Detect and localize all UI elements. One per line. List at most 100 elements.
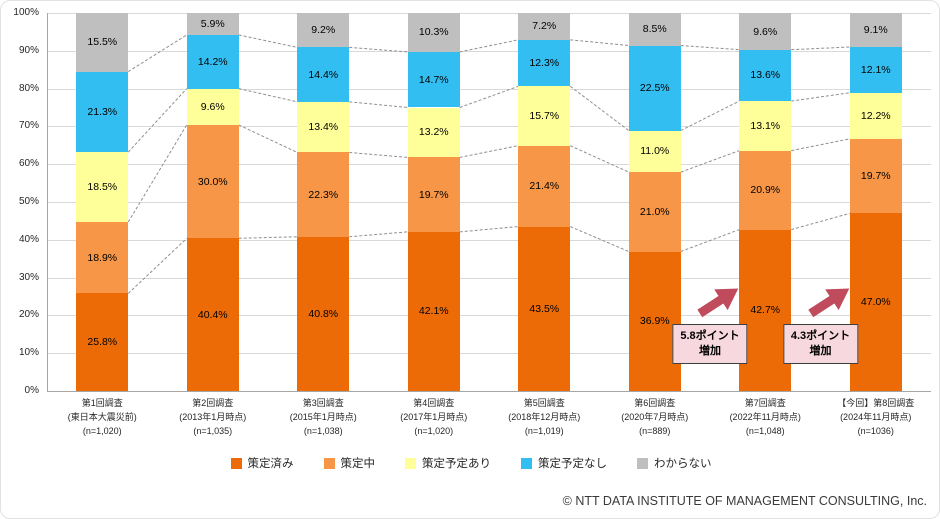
- annotation-line: 増加: [698, 345, 721, 357]
- bar-segment: 5.9%: [186, 12, 239, 35]
- legend-item: 策定中: [323, 455, 376, 471]
- bar-segment: 9.1%: [849, 12, 902, 47]
- segment-label: 12.3%: [529, 57, 560, 70]
- bar-segment: 14.4%: [297, 47, 350, 102]
- segment-label: 19.7%: [418, 188, 449, 201]
- bar-segment: 20.9%: [739, 150, 792, 230]
- x-label-line: 第5回調査: [523, 398, 565, 408]
- bar-segment: 18.9%: [76, 222, 129, 294]
- increase-arrow-icon: [692, 277, 746, 326]
- y-tick-label: 60%: [18, 158, 39, 170]
- bar-segment: 13.6%: [739, 49, 792, 102]
- x-category-label: 第6回調査 (2020年7月時点) (n=889): [600, 396, 711, 438]
- segment-label: 42.7%: [750, 304, 781, 317]
- bar-segment: 21.3%: [76, 71, 129, 153]
- segment-label: 25.8%: [87, 336, 118, 349]
- segment-label: 19.7%: [860, 170, 891, 183]
- segment-label: 13.4%: [308, 121, 339, 134]
- bar-segment: 7.2%: [518, 12, 571, 40]
- gridline: [47, 13, 931, 14]
- x-category-label: 【今回】第8回調査 (2024年11月時点) (n=1036): [821, 396, 932, 438]
- bar-segment: 42.7%: [739, 229, 792, 391]
- x-label-line: (2024年11月時点): [840, 412, 912, 422]
- y-tick-label: 20%: [18, 309, 39, 321]
- bar-segment: 12.1%: [849, 47, 902, 93]
- bar-segment: 25.8%: [76, 293, 129, 391]
- legend: 策定済み 策定中 策定予定あり 策定予定なし わからない: [1, 455, 939, 471]
- segment-label: 18.9%: [87, 251, 118, 264]
- bar-segment: 14.7%: [407, 51, 460, 108]
- x-label-line: 第2回調査: [192, 398, 234, 408]
- y-tick-label: 0%: [24, 385, 39, 396]
- segment-label: 22.5%: [639, 82, 670, 95]
- bar-segment: 14.2%: [186, 34, 239, 89]
- bar-segment: 40.8%: [297, 236, 350, 391]
- gridline: [47, 164, 931, 166]
- gridline: [47, 315, 931, 317]
- segment-label: 40.8%: [308, 307, 339, 320]
- legend-swatch: [637, 457, 648, 469]
- annotation-line: 増加: [809, 345, 832, 357]
- x-label-line: (2018年12月時点): [508, 412, 581, 422]
- legend-item: 策定予定あり: [405, 455, 491, 471]
- segment-label: 30.0%: [197, 175, 228, 188]
- bar-segment: 8.5%: [628, 13, 681, 46]
- bar-segment: 22.3%: [297, 152, 350, 237]
- segment-label: 15.5%: [87, 36, 118, 49]
- x-label-line: 第1回調査: [81, 398, 123, 408]
- gridline: [47, 391, 931, 392]
- bar-segment: 30.0%: [186, 124, 239, 239]
- annotation-box: 5.8ポイント 増加: [672, 324, 748, 364]
- x-label-line: (n=1,038): [303, 426, 343, 436]
- y-axis-line: [47, 13, 48, 391]
- segment-label: 47.0%: [860, 296, 891, 309]
- legend-item: 策定予定なし: [521, 455, 607, 471]
- x-category-label: 第1回調査 (東日本大震災前) (n=1,020): [47, 396, 158, 438]
- x-label-line: (n=1036): [857, 426, 894, 436]
- x-category-label: 第4回調査 (2017年1月時点) (n=1,020): [379, 396, 490, 438]
- segment-label: 21.3%: [87, 105, 118, 118]
- x-label-line: (東日本大震災前): [67, 412, 137, 422]
- x-label-line: 第6回調査: [634, 398, 676, 408]
- segment-label: 10.3%: [418, 26, 449, 39]
- segment-label: 5.9%: [200, 17, 225, 30]
- legend-label: 策定中: [340, 458, 376, 470]
- legend-label: 策定予定あり: [422, 458, 491, 470]
- x-label-line: (n=1,020): [414, 426, 454, 436]
- segment-label: 21.4%: [529, 180, 560, 193]
- legend-item: わからない: [637, 455, 712, 471]
- bar-segment: 19.7%: [407, 157, 460, 232]
- bar-segment: 9.6%: [739, 13, 792, 50]
- x-category-label: 第7回調査 (2022年11月時点) (n=1,048): [710, 396, 821, 438]
- y-tick-label: 50%: [18, 196, 39, 207]
- legend-label: 策定済み: [247, 458, 294, 470]
- segment-label: 14.2%: [197, 55, 228, 68]
- x-label-line: (2013年1月時点): [179, 412, 247, 422]
- segment-label: 18.5%: [87, 181, 118, 194]
- bar-segment: 36.9%: [628, 251, 681, 391]
- bar-segment: 21.4%: [518, 145, 571, 227]
- bar-segment: 12.2%: [849, 92, 902, 139]
- bar-segment: 47.0%: [849, 213, 902, 391]
- y-tick-label: 80%: [18, 82, 39, 94]
- y-tick-label: 70%: [18, 120, 39, 132]
- segment-label: 11.0%: [640, 145, 670, 158]
- increase-arrow-icon: [803, 277, 857, 326]
- segment-label: 43.5%: [529, 302, 560, 315]
- x-label-line: 【今回】第8回調査: [837, 398, 915, 408]
- segment-label: 42.1%: [418, 305, 449, 318]
- gridline: [47, 353, 931, 355]
- bar-segment: 9.2%: [297, 12, 350, 48]
- gridline: [47, 277, 931, 279]
- legend-swatch: [521, 457, 532, 469]
- segment-label: 21.0%: [639, 205, 670, 218]
- legend-swatch: [230, 457, 242, 469]
- segment-label: 14.7%: [418, 73, 449, 86]
- bar-segment: 13.2%: [407, 107, 460, 158]
- bar-segment: 19.7%: [849, 138, 902, 214]
- bar-segment: 43.5%: [518, 226, 571, 391]
